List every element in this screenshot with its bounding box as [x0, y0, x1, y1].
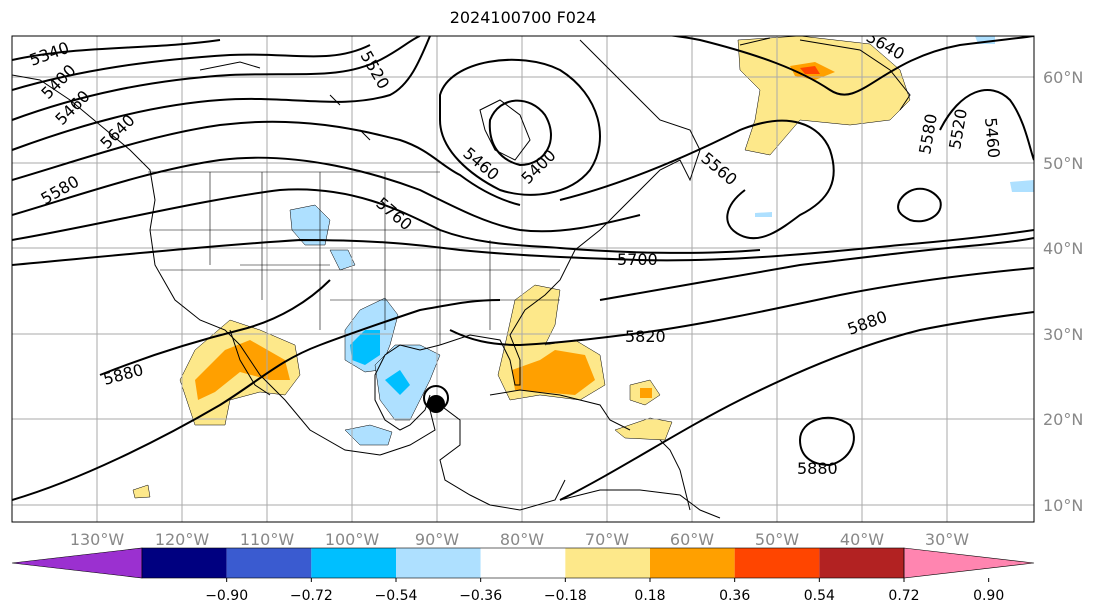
coastlines	[12, 37, 911, 519]
colorbar-max-extension	[903, 547, 1035, 579]
height-contours	[12, 36, 1034, 501]
lon-label: 60°W	[670, 530, 714, 549]
colorbar-segment	[480, 548, 566, 578]
lat-label: 10°N	[1043, 496, 1083, 515]
colorbar-segment	[650, 548, 735, 578]
colorbar-tick-label: 0.90	[973, 588, 1004, 604]
colorbar-tick-label: −0.54	[375, 588, 418, 604]
map-title: 2024100700 F024	[449, 8, 597, 27]
lon-label: 80°W	[500, 530, 544, 549]
colorbar-segment	[226, 548, 312, 578]
lon-label: 70°W	[585, 530, 629, 549]
colorbar-outline	[141, 547, 905, 579]
lon-label: 40°W	[840, 530, 884, 549]
colorbar-min-extension	[11, 547, 143, 579]
contour-label: 5880	[797, 459, 838, 478]
colorbar-segment	[565, 548, 650, 578]
contour-label: 5820	[625, 327, 666, 346]
lat-label: 40°N	[1043, 239, 1083, 258]
longitude-labels: 130°W 120°W 110°W 100°W 90°W 80°W 70°W 6…	[70, 530, 969, 549]
colorbar: −0.90 −0.72 −0.54 −0.36 −0.18 0.18 0.36 0.54 0.7…	[11, 547, 1035, 604]
colorbar-segment	[819, 548, 904, 578]
lat-label: 20°N	[1043, 410, 1083, 429]
lon-label: 100°W	[325, 530, 380, 549]
colorbar-tick-label: −0.90	[205, 588, 248, 604]
lon-label: 30°W	[925, 530, 969, 549]
colorbar-tick-label: −0.18	[544, 588, 587, 604]
colorbar-tick-label: 0.18	[634, 588, 665, 604]
colorbar-tick-label: 0.36	[719, 588, 750, 604]
lon-label: 130°W	[70, 530, 125, 549]
latitude-labels: 60°N 50°N 40°N 30°N 20°N 10°N	[1043, 68, 1083, 515]
colorbar-tick-label: 0.54	[804, 588, 835, 604]
low-center-marker	[427, 395, 445, 413]
colorbar-segment	[396, 548, 481, 578]
map-border	[11, 35, 1035, 523]
colorbar-tick-label: −0.36	[459, 588, 502, 604]
state-borders	[148, 171, 560, 345]
colorbar-tick-label: −0.72	[290, 588, 333, 604]
contour-label: 5460	[981, 117, 1003, 159]
lat-label: 30°N	[1043, 325, 1083, 344]
lon-label: 120°W	[155, 530, 210, 549]
lat-label: 60°N	[1043, 68, 1083, 87]
contour-label: 5700	[617, 250, 658, 269]
lat-label: 50°N	[1043, 154, 1083, 173]
colorbar-segment	[142, 548, 227, 578]
colorbar-segment	[311, 548, 396, 578]
lon-label: 110°W	[240, 530, 295, 549]
colorbar-tick-label: 0.72	[888, 588, 919, 604]
lon-label: 90°W	[415, 530, 459, 549]
colorbar-segment	[734, 548, 820, 578]
lon-label: 50°W	[755, 530, 799, 549]
